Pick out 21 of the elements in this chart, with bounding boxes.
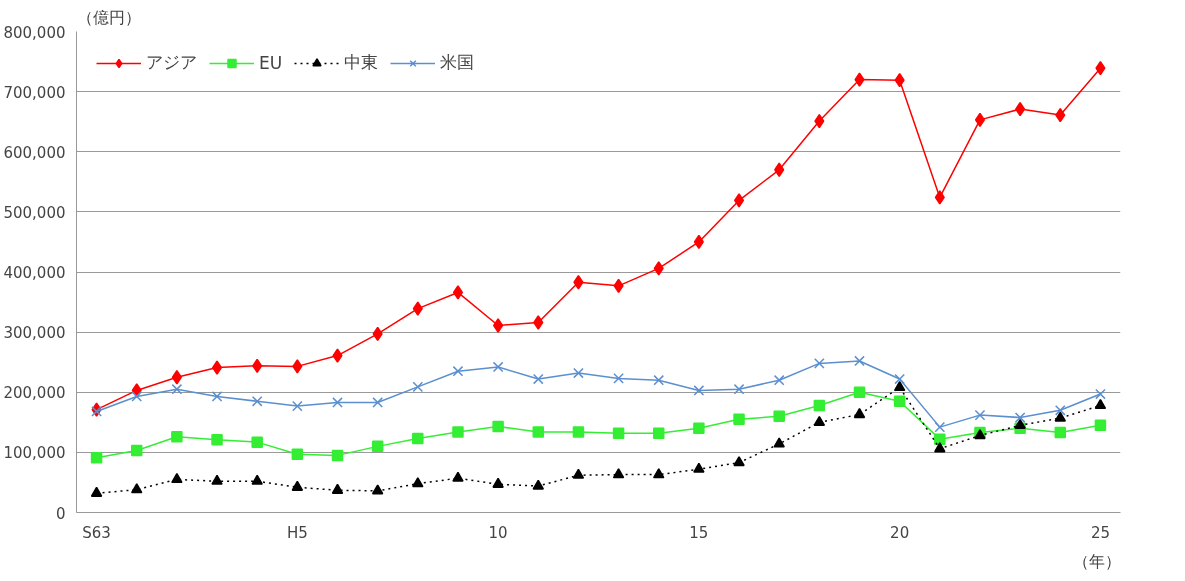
legend-label: アジア (146, 51, 197, 74)
y-tick-label: 700,000 (3, 83, 66, 102)
x-tick-label: H5 (286, 523, 308, 542)
y-tick-label: 500,000 (3, 203, 66, 222)
legend-label: 中東 (344, 51, 379, 74)
x-tick-label: 10 (488, 523, 508, 542)
x-tick-label: 25 (1090, 523, 1110, 542)
y-tick-label: 300,000 (3, 324, 66, 343)
y-tick-label: 200,000 (3, 384, 66, 403)
legend-label: 米国 (440, 51, 475, 74)
legend-label: EU (259, 52, 283, 73)
x-tick-label: S63 (82, 523, 111, 542)
y-tick-label: 0 (55, 504, 66, 523)
x-axis-title: （年） (1072, 551, 1121, 571)
y-axis-title: （億円） (76, 7, 141, 27)
y-tick-label: 400,000 (3, 264, 66, 282)
y-tick-label: 800,000 (3, 23, 66, 42)
y-tick-label: 600,000 (3, 143, 66, 162)
x-tick-label: 20 (890, 523, 910, 542)
x-tick-label: 15 (689, 523, 709, 542)
y-tick-label: 100,000 (3, 444, 66, 463)
